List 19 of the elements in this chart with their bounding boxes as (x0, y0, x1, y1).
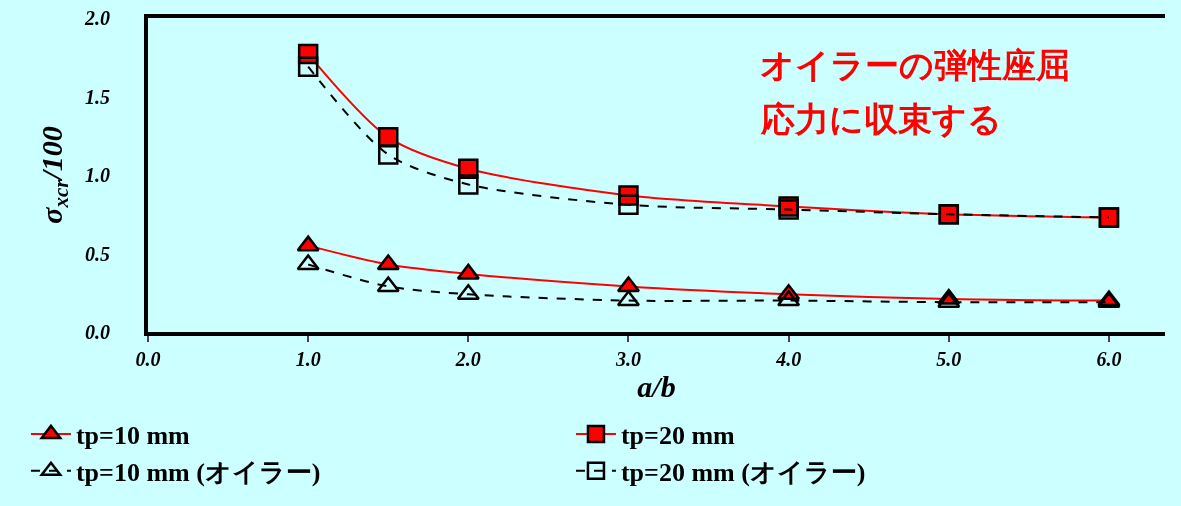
x-tick-label: 6.0 (1096, 348, 1122, 370)
y-tick-label: 1.0 (85, 164, 110, 186)
legend-label: tp=20 mm (620, 421, 736, 451)
y-tick-label: 0.0 (85, 321, 110, 343)
x-tick-label: 0.0 (135, 348, 161, 370)
annotation: 応力に収束する (760, 99, 1002, 139)
annotation: オイラーの弾性座屈 (760, 45, 1070, 85)
y-tick-label: 0.5 (85, 242, 110, 265)
x-axis-title: a/b (637, 370, 676, 403)
x-tick-label: 2.0 (454, 348, 481, 370)
x-tick-label: 5.0 (936, 348, 962, 370)
x-tick-label: 1.0 (295, 348, 321, 370)
legend-label: tp=10 mm (75, 421, 191, 451)
y-tick-label: 2.0 (84, 7, 110, 29)
legend-label: tp=10 mm (オイラー) (75, 457, 321, 487)
legend-label: tp=20 mm (オイラー) (620, 457, 866, 487)
y-tick-label: 1.5 (85, 85, 110, 108)
x-tick-label: 3.0 (614, 348, 641, 370)
x-tick-label: 4.0 (775, 348, 802, 370)
